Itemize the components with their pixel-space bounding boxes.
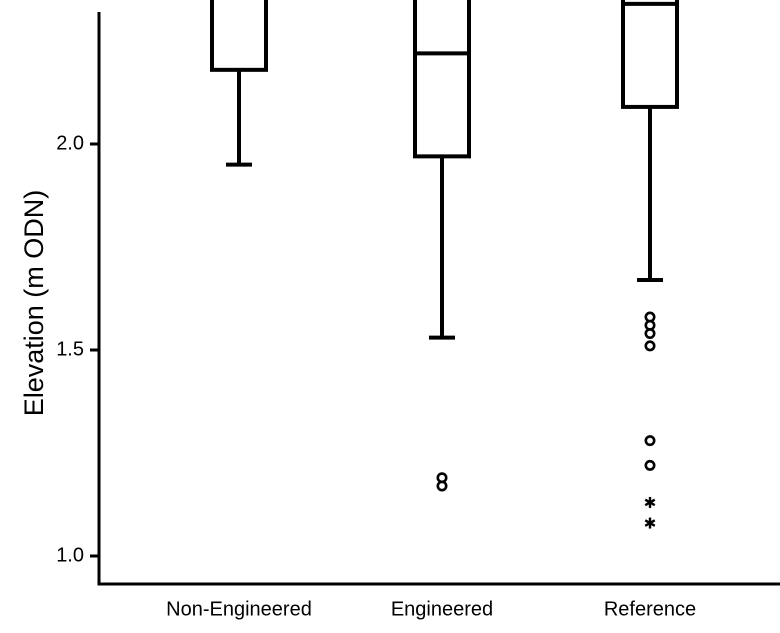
x-tick-label: Reference [604, 598, 696, 620]
asterisk-stroke [644, 498, 656, 507]
extreme-point [644, 517, 656, 529]
outlier-point [644, 459, 656, 471]
asterisk-stroke [644, 519, 656, 527]
outlier-point [644, 340, 656, 352]
outlier-point [644, 435, 656, 447]
x-tick-labels: Non-Engineered Engineered Reference [166, 598, 696, 620]
axes: Elevation (m ODN) [19, 12, 780, 586]
iqr-box [210, 0, 268, 72]
iqr-box [413, 0, 471, 159]
x-tick-label: Non-Engineered [166, 598, 312, 620]
y-tick-label: 1.0 [56, 544, 84, 566]
x-tick-label: Engineered [391, 598, 493, 620]
y-ticks: 1.01.52.02.53.03.5 [56, 132, 99, 566]
outlier-point [644, 328, 656, 340]
extreme-point [644, 496, 656, 508]
y-axis-title: Elevation (m ODN) [19, 190, 49, 417]
box-group-reference [621, 0, 679, 529]
outlier-point [436, 480, 448, 492]
y-tick-label: 2.0 [56, 132, 84, 154]
y-tick-label: 1.5 [56, 338, 84, 360]
iqr-box [621, 0, 679, 109]
box-group-non-engineered [210, 0, 268, 167]
box-group-engineered [413, 0, 471, 492]
boxes [210, 0, 679, 529]
